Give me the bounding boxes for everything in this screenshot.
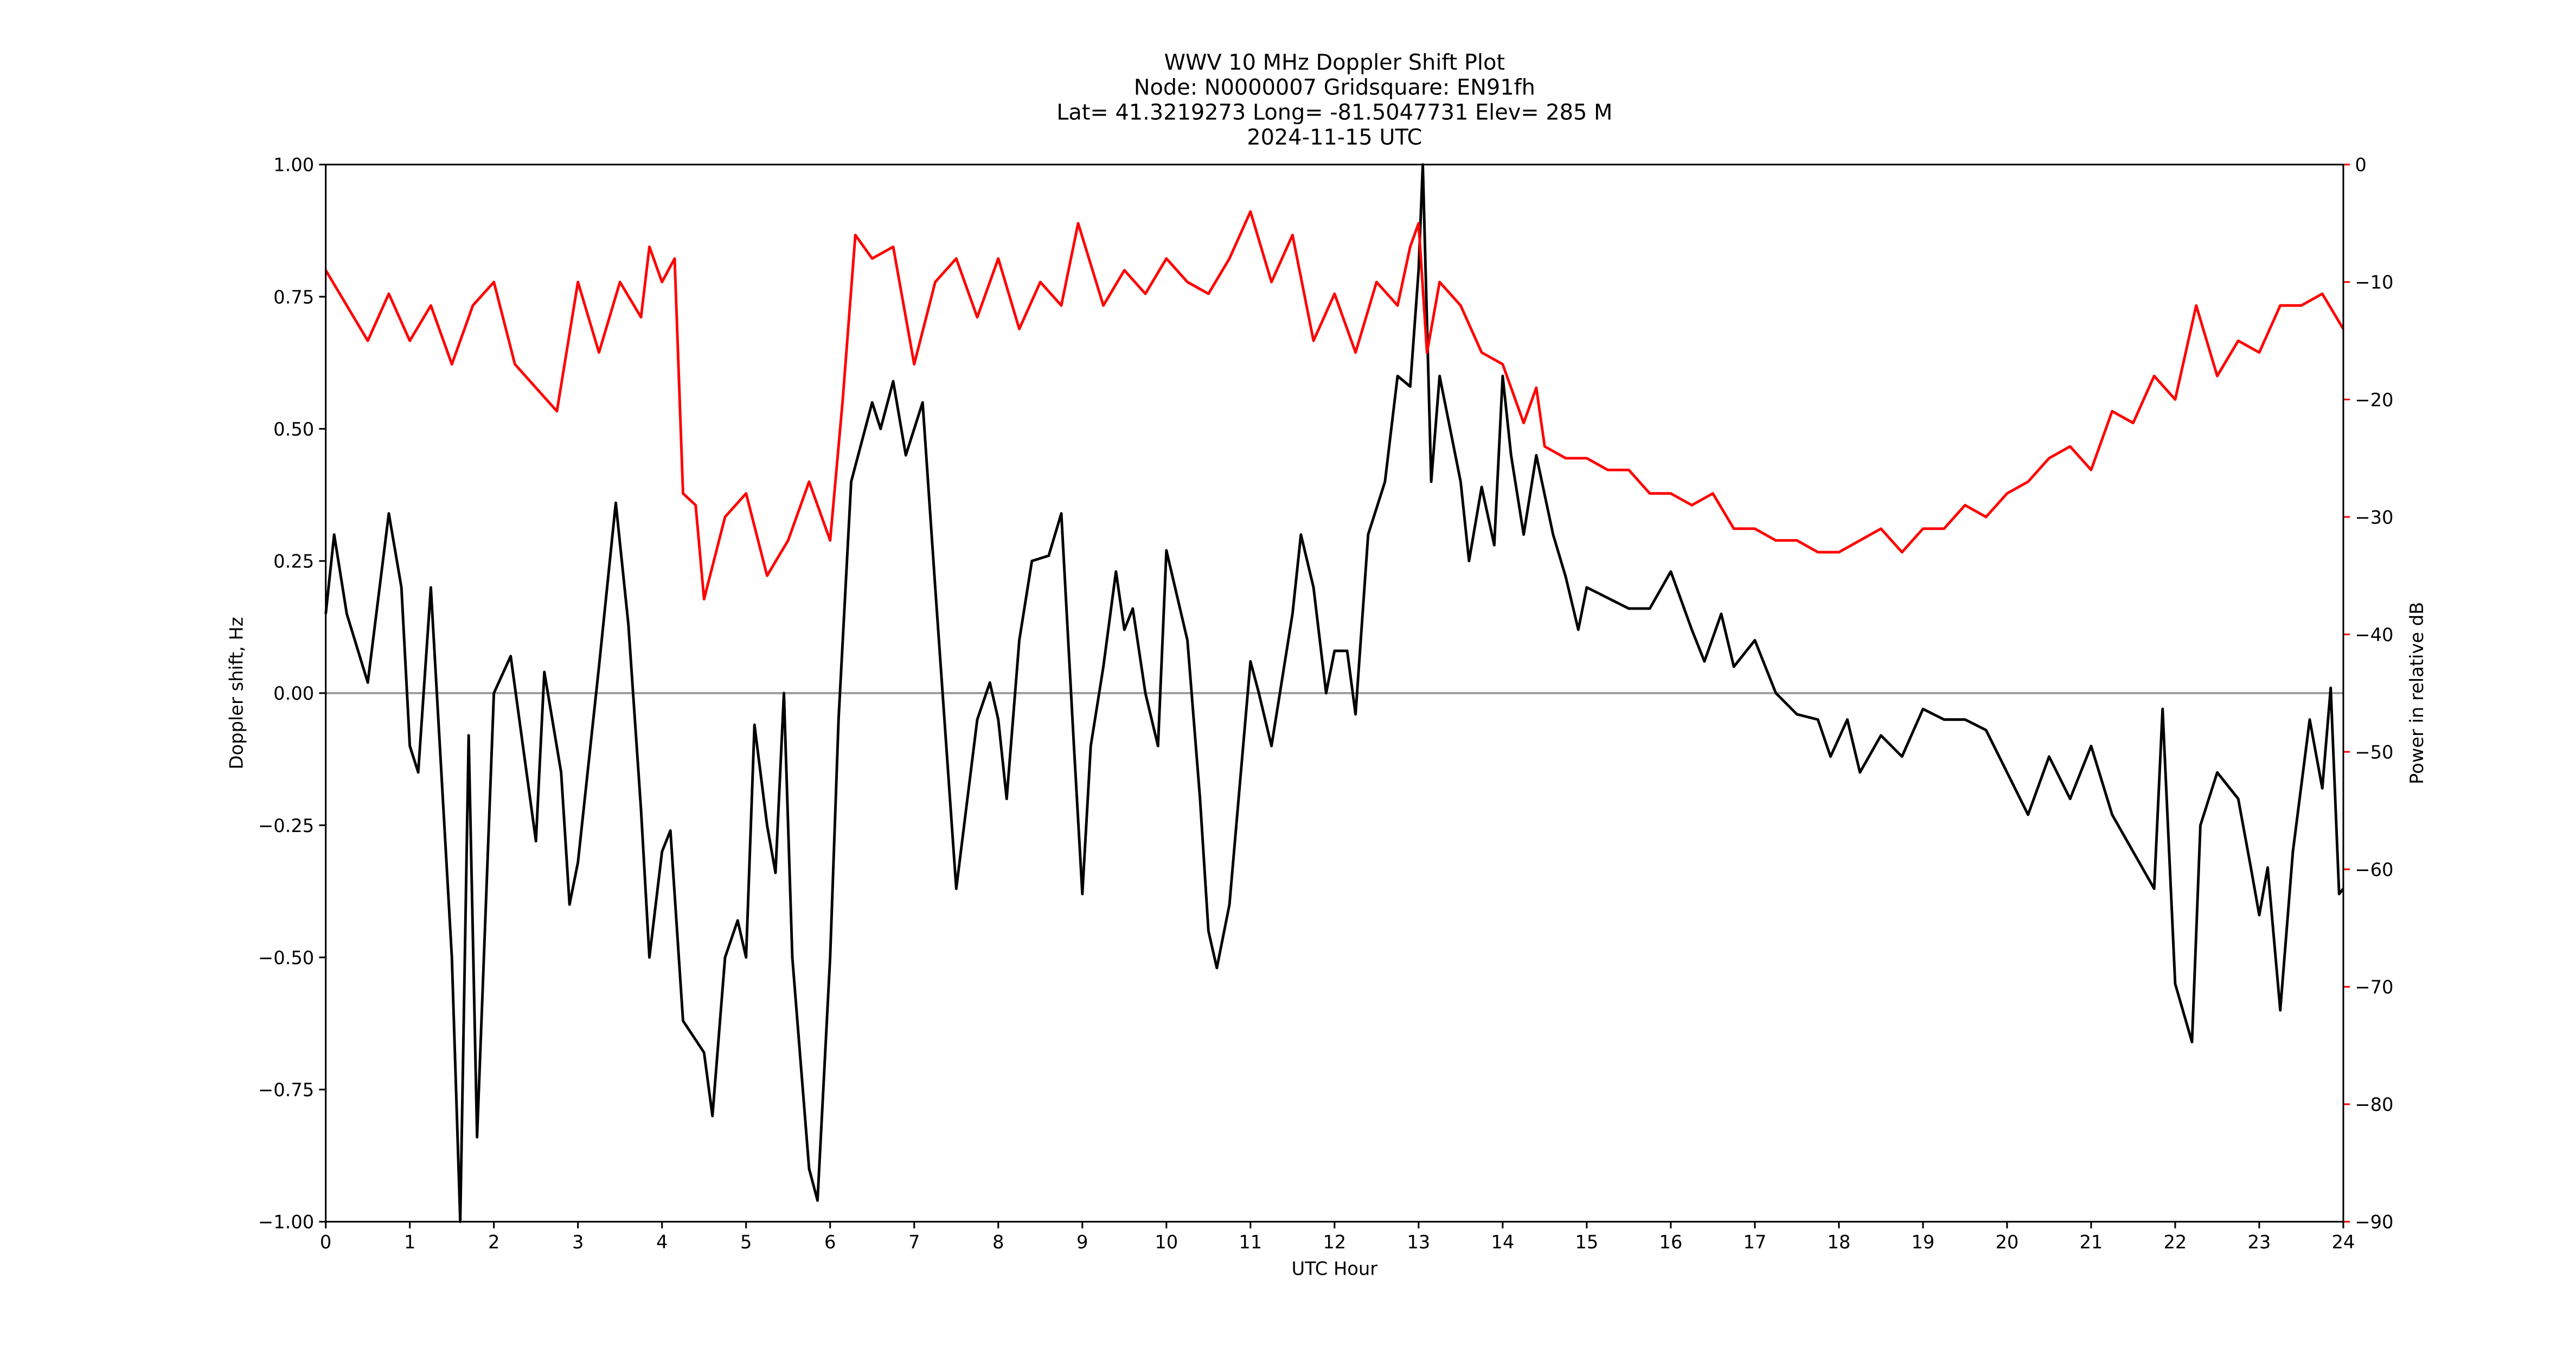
x-tick-label: 24 bbox=[2332, 1231, 2355, 1252]
data-line bbox=[324, 210, 2345, 601]
chart-subtitle: Node: N0000007 Gridsquare: EN91fh bbox=[1134, 75, 1535, 100]
y2-tick-label: −40 bbox=[2355, 624, 2393, 645]
x-tick-label: 12 bbox=[1323, 1231, 1346, 1252]
x-tick-label: 21 bbox=[2079, 1231, 2103, 1252]
y2-tick-label: −70 bbox=[2355, 977, 2393, 998]
x-axis-label: UTC Hour bbox=[1291, 1258, 1377, 1279]
x-tick-label: 15 bbox=[1575, 1231, 1598, 1252]
y2-tick-label: 0 bbox=[2355, 155, 2366, 176]
y-tick-label: 1.00 bbox=[273, 155, 314, 176]
plot-frame bbox=[325, 163, 2344, 1223]
x-tick-label: 20 bbox=[1995, 1231, 2018, 1252]
x-tick-label: 4 bbox=[656, 1231, 668, 1252]
y-tick-label: 0.25 bbox=[273, 551, 314, 572]
x-tick-label: 7 bbox=[908, 1231, 920, 1252]
x-tick-label: 5 bbox=[740, 1231, 752, 1252]
y2-axis-label: Power in relative dB bbox=[2406, 602, 2427, 784]
y-tick-label: −1.00 bbox=[258, 1212, 314, 1233]
x-tick-label: 23 bbox=[2247, 1231, 2271, 1252]
y-tick-label: 0.00 bbox=[273, 683, 314, 704]
y2-tick-label: −20 bbox=[2355, 389, 2393, 411]
y2-tick-label: −90 bbox=[2355, 1212, 2393, 1233]
x-tick-label: 10 bbox=[1155, 1231, 1178, 1252]
x-tick-label: 16 bbox=[1659, 1231, 1682, 1252]
x-tick-label: 11 bbox=[1239, 1231, 1262, 1252]
x-tick-label: 0 bbox=[320, 1231, 331, 1252]
y-axis-label: Doppler shift, Hz bbox=[226, 617, 247, 769]
y2-tick-label: −80 bbox=[2355, 1094, 2393, 1115]
y-tick-label: 0.75 bbox=[273, 286, 314, 308]
x-tick-label: 8 bbox=[992, 1231, 1004, 1252]
x-tick-label: 6 bbox=[824, 1231, 836, 1252]
y2-tick-label: −10 bbox=[2355, 272, 2393, 293]
x-tick-label: 14 bbox=[1491, 1231, 1514, 1252]
x-tick-label: 9 bbox=[1076, 1231, 1088, 1252]
x-tick-label: 19 bbox=[1911, 1231, 1934, 1252]
y-tick-label: −0.25 bbox=[258, 815, 314, 836]
y2-tick-label: −30 bbox=[2355, 507, 2393, 528]
x-tick-label: 17 bbox=[1743, 1231, 1766, 1252]
x-tick-label: 13 bbox=[1407, 1231, 1430, 1252]
chart-title: WWV 10 MHz Doppler Shift Plot bbox=[1164, 50, 1505, 75]
x-tick-label: 22 bbox=[2163, 1231, 2187, 1252]
x-tick-label: 1 bbox=[404, 1231, 415, 1252]
y2-tick-label: −50 bbox=[2355, 741, 2393, 763]
x-tick-label: 18 bbox=[1827, 1231, 1850, 1252]
y-tick-label: −0.75 bbox=[258, 1079, 314, 1101]
chart-subtitle: Lat= 41.3219273 Long= -81.5047731 Elev= … bbox=[1056, 100, 1612, 125]
chart-subtitle: 2024-11-15 UTC bbox=[1247, 125, 1422, 150]
data-line bbox=[324, 163, 2344, 1223]
y-tick-label: −0.50 bbox=[258, 947, 314, 968]
y2-tick-label: −60 bbox=[2355, 859, 2393, 880]
y-tick-label: 0.50 bbox=[273, 419, 314, 440]
x-tick-label: 2 bbox=[488, 1231, 499, 1252]
x-tick-label: 3 bbox=[572, 1231, 584, 1252]
